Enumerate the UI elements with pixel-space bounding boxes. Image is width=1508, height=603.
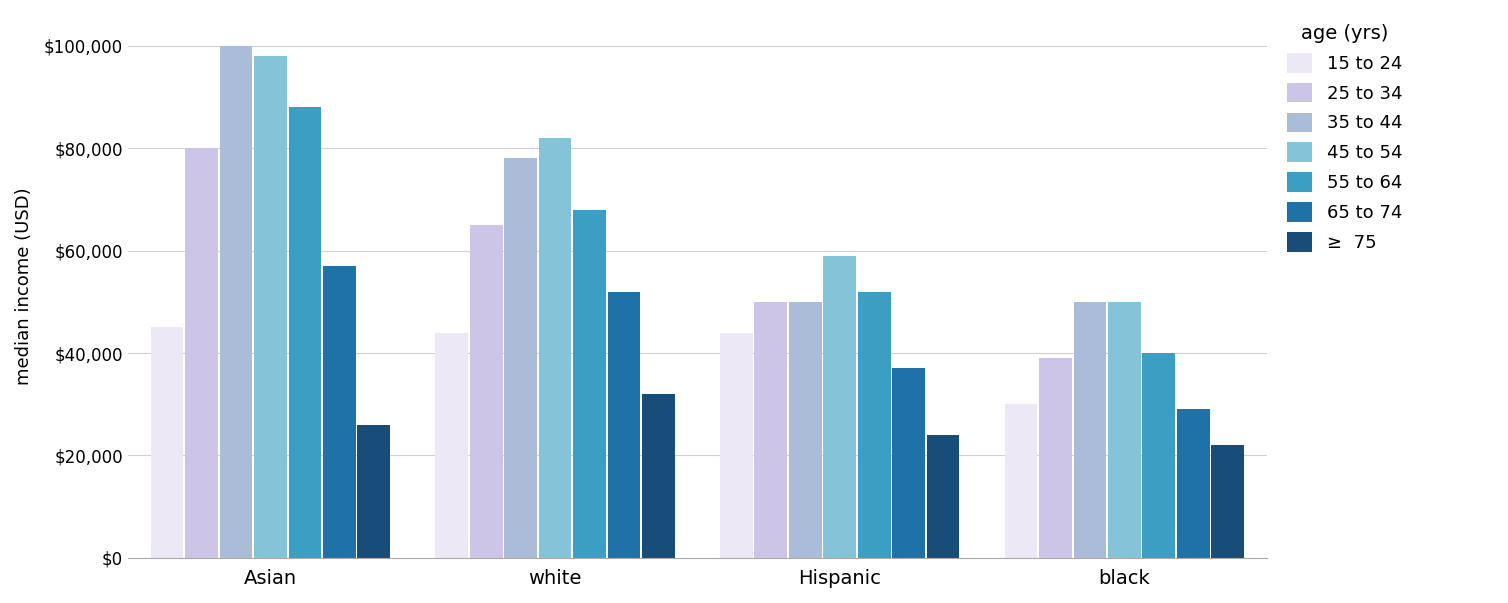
Bar <box>1176 409 1209 558</box>
Bar <box>823 256 857 558</box>
Bar <box>754 302 787 558</box>
Bar <box>1074 302 1107 558</box>
Bar <box>642 394 674 558</box>
Bar <box>1211 445 1244 558</box>
Bar <box>538 138 572 558</box>
Bar <box>573 210 606 558</box>
Bar <box>151 327 184 558</box>
Bar <box>185 148 219 558</box>
Bar <box>719 332 752 558</box>
Bar <box>220 46 252 558</box>
Bar <box>608 292 641 558</box>
Bar <box>436 332 467 558</box>
Bar <box>288 107 321 558</box>
Bar <box>858 292 891 558</box>
Bar <box>470 225 502 558</box>
Bar <box>1004 404 1038 558</box>
Bar <box>504 159 537 558</box>
Y-axis label: median income (USD): median income (USD) <box>15 188 33 385</box>
Bar <box>789 302 822 558</box>
Bar <box>893 368 924 558</box>
Bar <box>1108 302 1140 558</box>
Bar <box>357 425 391 558</box>
Bar <box>1039 358 1072 558</box>
Legend: 15 to 24, 25 to 34, 35 to 44, 45 to 54, 55 to 64, 65 to 74, ≥  75: 15 to 24, 25 to 34, 35 to 44, 45 to 54, … <box>1288 24 1402 252</box>
Bar <box>1143 353 1175 558</box>
Bar <box>927 435 959 558</box>
Bar <box>253 56 287 558</box>
Bar <box>323 266 356 558</box>
